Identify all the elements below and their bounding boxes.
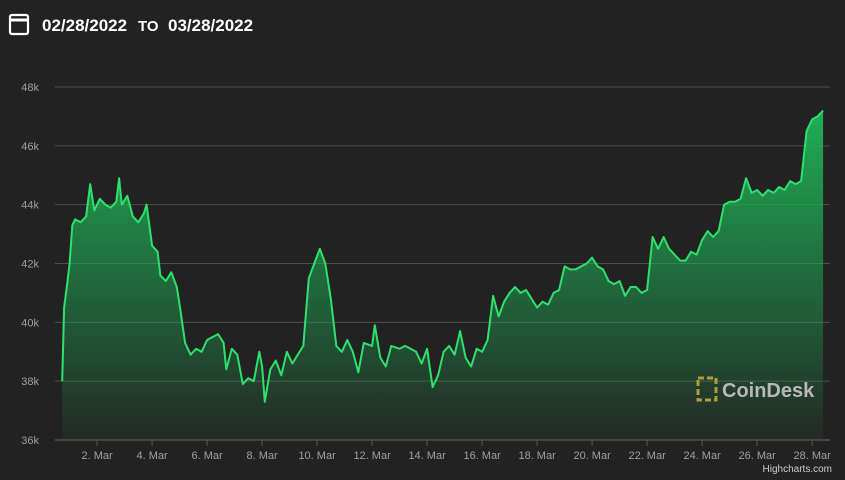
x-tick-label: 8. Mar [246,450,278,462]
x-tick-label: 20. Mar [573,450,611,462]
date-from[interactable]: 02/28/2022 [42,16,127,35]
x-tick-label: 28. Mar [793,450,831,462]
area [62,110,824,440]
x-tick-label: 6. Mar [191,450,223,462]
date-separator: TO [138,18,159,35]
calendar-icon[interactable] [8,13,30,36]
x-tick-label: 12. Mar [353,450,391,462]
date-picker[interactable]: 02/28/2022 TO 03/28/2022 [8,13,253,36]
y-tick-label: 42k [21,259,39,271]
y-tick-label: 38k [21,376,39,388]
x-tick-label: 10. Mar [298,450,336,462]
y-tick-label: 44k [21,200,39,212]
x-tick-label: 2. Mar [81,450,113,462]
plot-area: 36k 38k 40k 42k 44k 46k 48k 2. Mar 4. Mar 6. Mar 8… [21,82,832,475]
x-tick-label: 18. Mar [518,450,556,462]
x-tick-label: 14. Mar [408,450,446,462]
watermark: CoinDesk [696,376,815,402]
date-to[interactable]: 03/28/2022 [168,16,253,35]
y-tick-label: 40k [21,317,39,329]
x-tick-label: 16. Mar [463,450,501,462]
line [61,109,824,403]
credits: Highcharts.com [763,464,832,475]
watermark-logo [696,376,718,402]
x-tick-label: 4. Mar [136,450,168,462]
watermark-text: CoinDesk [722,380,815,402]
y-tick-label: 46k [21,141,39,153]
x-tick-label: 22. Mar [628,450,666,462]
y-tick-label: 48k [21,82,39,94]
y-tick-label: 36k [21,435,39,447]
x-tick-label: 26. Mar [738,450,776,462]
x-tick-label: 24. Mar [683,450,721,462]
